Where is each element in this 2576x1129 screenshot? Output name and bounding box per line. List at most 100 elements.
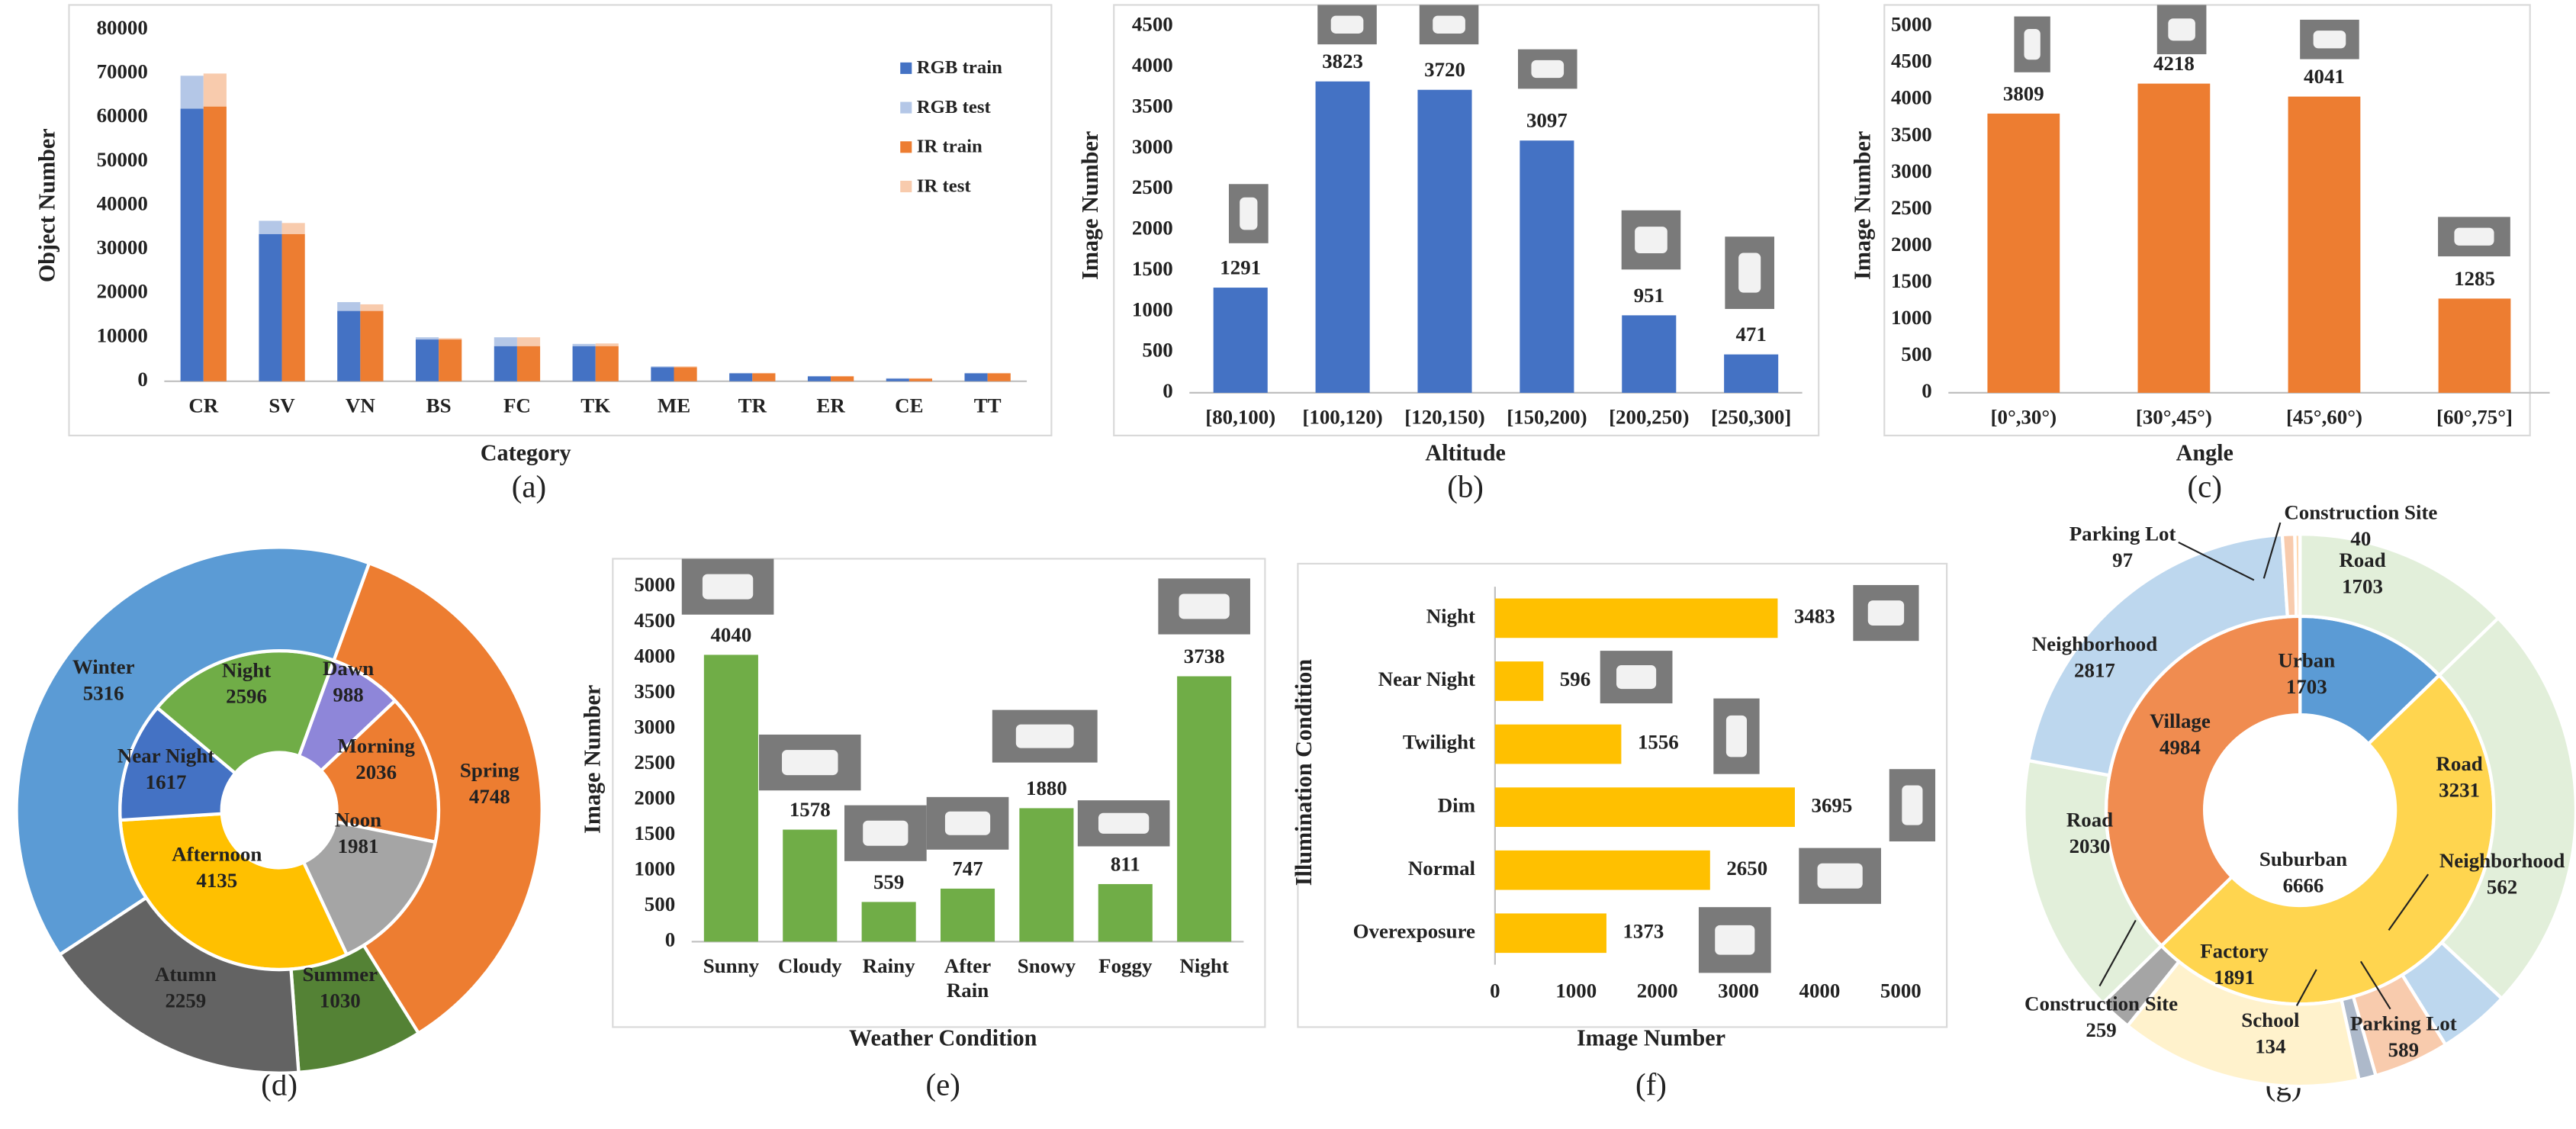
bar-segment — [516, 337, 541, 346]
y-tick-label: 3000 — [1132, 135, 1173, 158]
y-tick-label: 2500 — [1132, 175, 1173, 198]
segment-value: 3231 — [2439, 779, 2480, 802]
segment-label: Construction Site — [2284, 500, 2437, 523]
y-tick-label: 1000 — [1132, 298, 1173, 320]
bar-segment — [415, 337, 439, 340]
segment-value: 988 — [333, 684, 363, 706]
legend-label: IR train — [917, 137, 982, 157]
y-tick-label: Normal — [1408, 857, 1476, 880]
value-label: 4041 — [2304, 65, 2345, 88]
value-label: 596 — [1560, 667, 1590, 690]
panel-frame — [612, 558, 1266, 1028]
x-tick-label: [30°,45°) — [2136, 406, 2212, 429]
legend-swatch — [900, 180, 912, 193]
bar-segment — [752, 372, 776, 374]
segment-value: 1703 — [2286, 675, 2327, 698]
y-tick-label: 5000 — [1891, 13, 1932, 36]
value-label: 3720 — [1424, 58, 1465, 81]
segment-value: 2596 — [226, 685, 267, 708]
x-tick-label: 0 — [1490, 979, 1500, 1002]
segment-label: Afternoon — [172, 843, 262, 866]
y-tick-label: 50000 — [97, 148, 148, 171]
bar-segment — [964, 372, 988, 374]
bar-segment — [651, 366, 674, 368]
bar-segment — [729, 372, 753, 374]
y-tick-label: 3500 — [1132, 94, 1173, 117]
bar — [1520, 140, 1574, 393]
panel-frame — [1297, 562, 1948, 1028]
leader-line — [2098, 919, 2137, 987]
y-tick-label: Twilight — [1403, 731, 1475, 754]
bar — [861, 902, 916, 942]
y-axis-label: Image Number — [580, 685, 606, 834]
bar — [1494, 598, 1778, 638]
caption: (f) — [1635, 1068, 1667, 1102]
segment-value: 40 — [2350, 527, 2371, 550]
x-tick-label-line: Rain — [947, 979, 989, 1002]
x-tick-label: Night — [1180, 954, 1229, 977]
bar — [1494, 661, 1544, 701]
bar-segment — [572, 346, 596, 381]
y-tick-label: Dim — [1438, 793, 1475, 816]
y-tick-label: 5000 — [634, 573, 675, 596]
x-tick-label: Rainy — [863, 954, 915, 977]
segment-label: Night — [222, 658, 271, 681]
y-axis-label: Object Number — [34, 128, 60, 282]
segment-label: Road — [2436, 752, 2482, 775]
bar — [1494, 850, 1710, 890]
x-tick-label: TK — [580, 394, 610, 417]
caption: (a) — [512, 469, 546, 503]
leader-line — [2178, 541, 2255, 581]
x-tick-label: [100,120) — [1302, 406, 1382, 429]
x-axis-label: Angle — [2176, 440, 2233, 466]
bar-segment — [337, 302, 361, 311]
value-label: 1373 — [1622, 919, 1664, 942]
ring-segment — [2436, 616, 2576, 1002]
segment-label: Dawn — [323, 657, 374, 680]
y-tick-label: 3000 — [1891, 159, 1932, 182]
bar — [2288, 96, 2361, 393]
value-label: 3695 — [1812, 793, 1853, 816]
bar — [1494, 724, 1622, 764]
x-tick-label: BS — [426, 394, 452, 417]
leader-line — [2262, 522, 2282, 579]
thumbnail-car — [1817, 863, 1863, 889]
segment-value: 6666 — [2283, 873, 2324, 896]
segment-label: School — [2241, 1008, 2300, 1031]
segment-value: 134 — [2255, 1035, 2285, 1058]
bar — [1724, 354, 1779, 393]
bar-segment — [439, 339, 462, 381]
y-tick-label: Near Night — [1378, 667, 1475, 690]
y-tick-label: 0 — [137, 368, 147, 391]
x-tick-label-line: After — [944, 954, 991, 977]
value-label: 1578 — [790, 798, 831, 821]
y-tick-label: 3500 — [634, 680, 675, 703]
bar-segment — [752, 373, 776, 381]
x-tick-label: Snowy — [1018, 954, 1076, 977]
thumbnail-car — [1015, 724, 1074, 748]
x-tick-label: SV — [269, 394, 295, 417]
x-tick-label: VN — [346, 394, 375, 417]
thumbnail-car — [1867, 600, 1905, 626]
x-tick-label: 2000 — [1637, 979, 1678, 1002]
value-label: 1285 — [2454, 267, 2495, 290]
bar-segment — [360, 310, 384, 381]
x-axis-label: Weather Condition — [849, 1025, 1037, 1051]
y-tick-label: 1000 — [634, 857, 675, 880]
value-label: 747 — [952, 857, 982, 880]
caption: (c) — [2188, 469, 2222, 503]
y-tick-label: 500 — [645, 893, 675, 915]
bar-segment — [886, 378, 909, 381]
segment-value: 562 — [2487, 876, 2517, 899]
bar-segment — [203, 73, 227, 107]
thumbnail-car — [1616, 665, 1657, 690]
thumbnail-car — [2024, 29, 2041, 60]
ring-segment — [331, 561, 544, 1036]
bar — [2438, 298, 2511, 393]
segment-value: 1030 — [320, 989, 361, 1012]
bar — [1417, 89, 1472, 393]
bar — [1213, 288, 1268, 393]
x-tick-label: FC — [503, 394, 531, 417]
bar-segment — [572, 343, 596, 346]
